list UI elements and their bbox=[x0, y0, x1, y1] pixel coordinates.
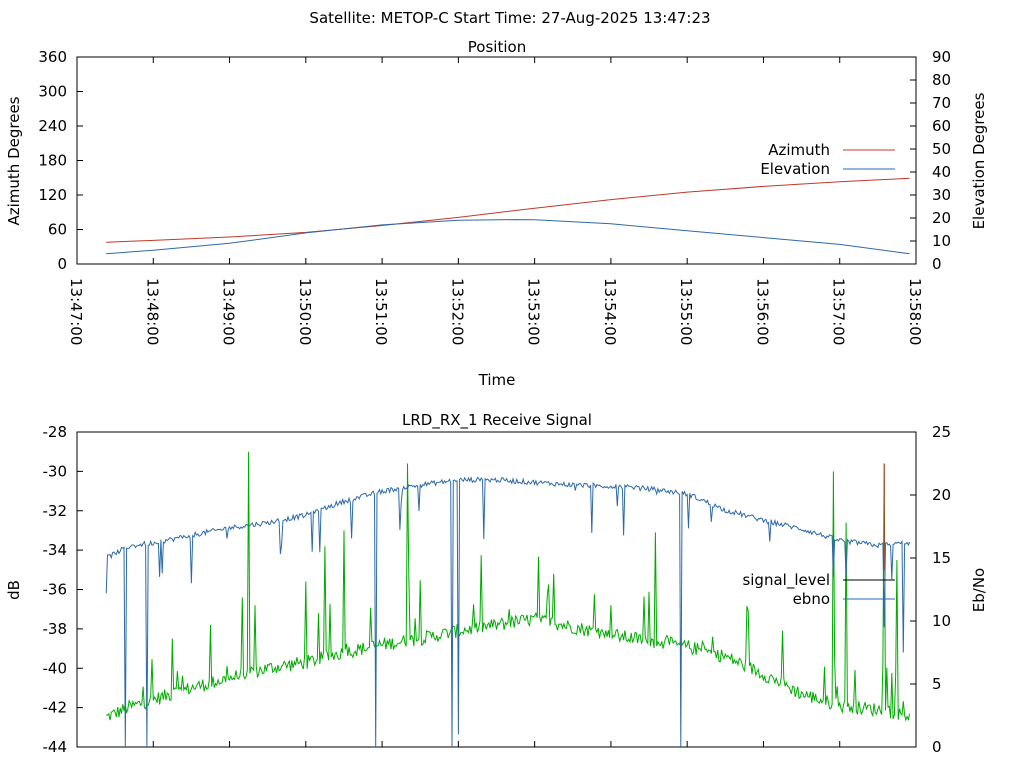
time-tick-label: 13:58:00 bbox=[906, 278, 924, 345]
azimuth-axis-label: Azimuth Degrees bbox=[5, 96, 23, 225]
ebno-tick-label: 5 bbox=[932, 675, 942, 693]
time-tick-label: 13:52:00 bbox=[448, 278, 466, 345]
legend-label-azimuth: Azimuth bbox=[768, 141, 830, 159]
series-line-signal-level bbox=[106, 451, 911, 722]
series-line-azimuth bbox=[106, 177, 910, 243]
series-line-ebno bbox=[105, 476, 911, 748]
azimuth-tick-label: 0 bbox=[57, 255, 67, 273]
time-tick-label: 13:53:00 bbox=[525, 278, 543, 345]
time-tick-label: 13:51:00 bbox=[372, 278, 390, 345]
db-tick-label: -30 bbox=[43, 462, 68, 480]
ebno-tick-label: 15 bbox=[932, 549, 951, 567]
azimuth-tick-label: 60 bbox=[48, 221, 67, 239]
elevation-tick-label: 90 bbox=[932, 48, 951, 66]
time-tick-label: 13:55:00 bbox=[677, 278, 695, 345]
azimuth-tick-label: 180 bbox=[38, 152, 67, 170]
ebno-tick-label: 10 bbox=[932, 612, 951, 630]
time-tick-label: 13:49:00 bbox=[220, 278, 238, 345]
azimuth-tick-label: 360 bbox=[38, 48, 67, 66]
db-tick-label: -32 bbox=[43, 502, 68, 520]
db-tick-label: -40 bbox=[43, 659, 68, 677]
time-tick-label: 13:54:00 bbox=[601, 278, 619, 345]
db-tick-label: -42 bbox=[43, 699, 68, 717]
position-chart: Position Time Azimuth Degrees Elevation … bbox=[5, 38, 988, 389]
ebno-tick-label: 25 bbox=[932, 423, 951, 441]
db-tick-label: -28 bbox=[43, 423, 68, 441]
legend-label-elevation: Elevation bbox=[760, 160, 830, 178]
elevation-tick-label: 20 bbox=[932, 209, 951, 227]
position-chart-title: Position bbox=[468, 38, 526, 56]
elevation-tick-label: 10 bbox=[932, 232, 951, 250]
position-x-axis-label: Time bbox=[478, 371, 516, 389]
receive-signal-plot-frame bbox=[76, 431, 917, 748]
db-tick-label: -38 bbox=[43, 620, 68, 638]
series-line-elevation bbox=[106, 219, 910, 255]
elevation-tick-label: 60 bbox=[932, 117, 951, 135]
azimuth-tick-label: 240 bbox=[38, 117, 67, 135]
elevation-tick-label: 70 bbox=[932, 94, 951, 112]
legend-label-ebno: ebno bbox=[793, 590, 830, 608]
legend-label-signal-level: signal_level bbox=[742, 571, 830, 590]
azimuth-tick-label: 300 bbox=[38, 83, 67, 101]
ebno-tick-label: 0 bbox=[932, 738, 942, 756]
ebno-axis-label: Eb/No bbox=[970, 568, 988, 612]
elevation-tick-label: 80 bbox=[932, 71, 951, 89]
time-tick-label: 13:50:00 bbox=[296, 278, 314, 345]
figure-title: Satellite: METOP-C Start Time: 27-Aug-20… bbox=[309, 9, 710, 27]
time-tick-label: 13:47:00 bbox=[67, 278, 85, 345]
elevation-tick-label: 30 bbox=[932, 186, 951, 204]
time-tick-label: 13:56:00 bbox=[753, 278, 771, 345]
elevation-tick-label: 0 bbox=[932, 255, 942, 273]
db-tick-label: -44 bbox=[43, 738, 68, 756]
elevation-tick-label: 40 bbox=[932, 163, 951, 181]
azimuth-tick-label: 120 bbox=[38, 186, 67, 204]
receive-signal-chart: LRD_RX_1 Receive Signal dB Eb/No -44 -42 -… bbox=[5, 411, 988, 756]
time-tick-label: 13:57:00 bbox=[830, 278, 848, 345]
time-tick-label: 13:48:00 bbox=[143, 278, 161, 345]
db-tick-label: -34 bbox=[43, 541, 68, 559]
receive-signal-chart-title: LRD_RX_1 Receive Signal bbox=[402, 411, 592, 430]
elevation-tick-label: 50 bbox=[932, 140, 951, 158]
elevation-axis-label: Elevation Degrees bbox=[970, 92, 988, 229]
ebno-tick-label: 20 bbox=[932, 486, 951, 504]
db-tick-label: -36 bbox=[43, 581, 68, 599]
db-axis-label: dB bbox=[5, 580, 23, 600]
